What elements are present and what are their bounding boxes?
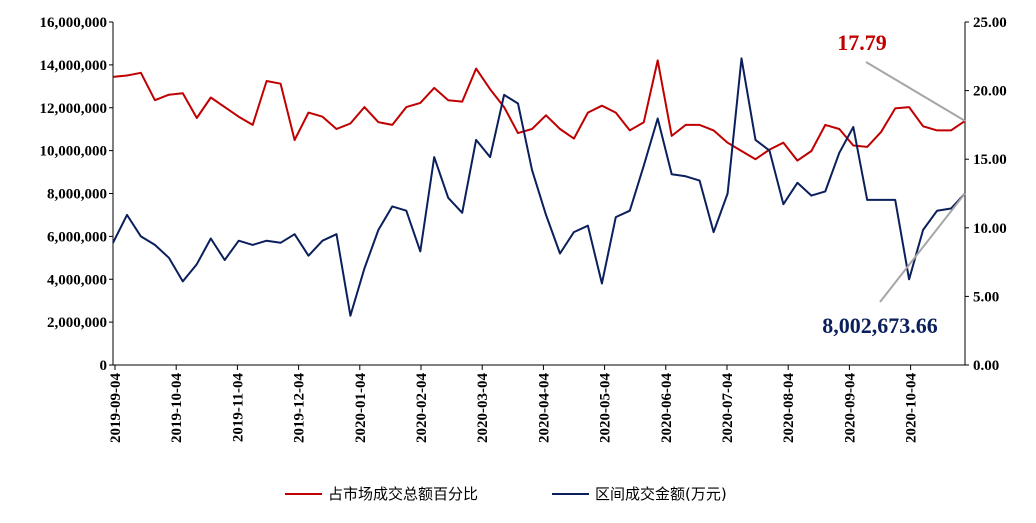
legend-label-1: 区间成交金额(万元) bbox=[595, 485, 727, 503]
y-left-tick-label: 8,000,000 bbox=[47, 187, 107, 203]
y-right-tick-label: 15.00 bbox=[973, 152, 1007, 168]
annotations: 17.79 8,002,673.66 bbox=[822, 30, 966, 338]
y-right-tick-label: 10.00 bbox=[973, 221, 1007, 237]
x-tick-label: 2020-04-04 bbox=[536, 373, 552, 443]
chart-axes bbox=[109, 21, 969, 370]
y-left-tick-label: 6,000,000 bbox=[47, 229, 107, 245]
x-tick-label: 2020-05-04 bbox=[598, 373, 614, 443]
x-tick-label: 2019-10-04 bbox=[169, 373, 185, 443]
series-line-0 bbox=[112, 59, 966, 162]
y-right-tick-label: 5.00 bbox=[973, 289, 999, 305]
y-right-tick-label: 0.00 bbox=[973, 358, 999, 374]
y-left-tick-label: 0 bbox=[100, 358, 108, 374]
y-axis-labels: 0 2,000,000 4,000,000 6,000,000 8,000,000 10,… bbox=[40, 15, 1007, 374]
y-left-tick-label: 4,000,000 bbox=[47, 272, 107, 288]
annotation-leader-blue bbox=[879, 192, 966, 303]
x-tick-label: 2020-10-04 bbox=[904, 373, 920, 443]
annotation-last-percent: 17.79 bbox=[837, 30, 887, 55]
y-left-tick-label: 2,000,000 bbox=[47, 315, 107, 331]
x-tick-label: 2019-09-04 bbox=[108, 373, 124, 443]
x-tick-label: 2019-12-04 bbox=[292, 373, 308, 443]
y-left-tick-label: 12,000,000 bbox=[40, 101, 108, 117]
x-tick-label: 2020-03-04 bbox=[475, 373, 491, 443]
x-tick-label: 2019-11-04 bbox=[230, 373, 246, 443]
annotation-leader-red bbox=[865, 61, 966, 122]
y-left-tick-label: 14,000,000 bbox=[40, 58, 108, 74]
x-tick-label: 2020-01-04 bbox=[353, 373, 369, 443]
y-right-tick-label: 25.00 bbox=[973, 15, 1007, 31]
series-line-1 bbox=[112, 57, 966, 317]
x-tick-label: 2020-07-04 bbox=[720, 373, 736, 443]
x-axis-labels: 2019-09-04 2019-10-04 2019-11-04 2019-12-04… bbox=[108, 373, 920, 443]
y-left-tick-label: 16,000,000 bbox=[40, 15, 108, 31]
series-lines bbox=[112, 57, 966, 317]
legend: 占市场成交总额百分比 区间成交金额(万元) bbox=[285, 485, 727, 503]
annotation-last-amount: 8,002,673.66 bbox=[822, 313, 938, 338]
x-tick-label: 2020-08-04 bbox=[781, 373, 797, 443]
x-tick-label: 2020-09-04 bbox=[842, 373, 858, 443]
y-left-tick-label: 10,000,000 bbox=[40, 144, 108, 160]
y-right-tick-label: 20.00 bbox=[973, 84, 1007, 100]
x-tick-label: 2020-02-04 bbox=[414, 373, 430, 443]
legend-label-0: 占市场成交总额百分比 bbox=[328, 485, 478, 503]
x-tick-label: 2020-06-04 bbox=[659, 373, 675, 443]
